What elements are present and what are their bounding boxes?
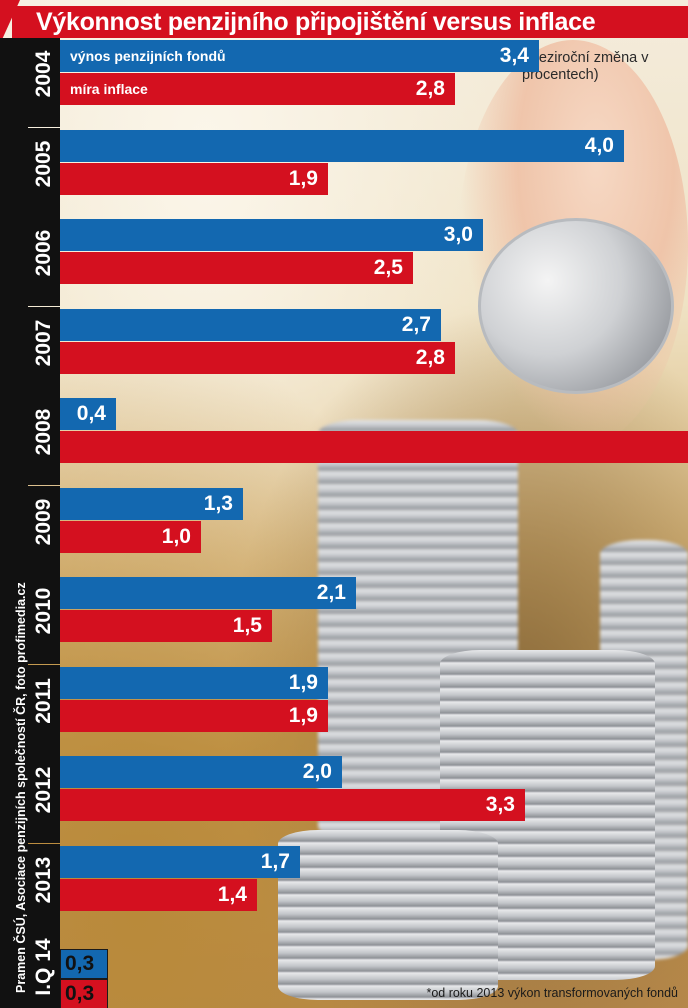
data-label: 3,4 bbox=[499, 44, 529, 67]
bar-fund-returns: 2,0 bbox=[60, 756, 342, 788]
bar-fund-returns: 2,7 bbox=[60, 308, 441, 341]
bar-fund-returns: 2,1 bbox=[60, 577, 356, 609]
year-label: 2007 bbox=[32, 319, 55, 366]
year-cell bbox=[28, 217, 60, 306]
bar-inflation: 3,3 bbox=[60, 789, 525, 821]
bar-inflation: 2,8 míra inflace bbox=[60, 73, 455, 105]
data-label: 0,3 bbox=[65, 952, 95, 975]
bar-fund-returns: 0,4 bbox=[60, 398, 116, 430]
year-label: 2011 bbox=[32, 677, 55, 724]
data-label: 1,9 bbox=[288, 670, 318, 694]
data-label: 1,5 bbox=[232, 614, 262, 637]
year-label: 2008 bbox=[32, 408, 55, 456]
data-label: 2,7 bbox=[401, 312, 431, 336]
bar-inflation: 1,9 bbox=[60, 699, 328, 732]
data-label: 0,4 bbox=[76, 402, 106, 425]
bar-fund-returns: 1,3 bbox=[60, 487, 243, 520]
year-label: 2009 bbox=[32, 498, 55, 545]
bar-fund-returns: 3,0 bbox=[60, 219, 483, 251]
data-label: 2,8 bbox=[415, 345, 445, 369]
year-cell bbox=[28, 933, 60, 1008]
year-cell bbox=[28, 127, 60, 217]
data-label: 1,3 bbox=[203, 491, 233, 515]
bar-inflation: 2,8 bbox=[60, 341, 455, 374]
data-label: 1,9 bbox=[288, 166, 318, 190]
year-cell bbox=[28, 396, 60, 485]
data-label: 2,1 bbox=[316, 581, 346, 604]
bar-inflation: 2,5 bbox=[60, 252, 413, 284]
year-cell bbox=[28, 843, 60, 933]
year-cell bbox=[28, 485, 60, 575]
bar-fund-returns: 1,9 bbox=[60, 666, 328, 699]
bar-inflation: 6,3 bbox=[60, 431, 688, 463]
data-label: 0,3 bbox=[65, 982, 95, 1005]
data-label: 1,0 bbox=[161, 524, 191, 548]
bar-fund-returns: 3,4 výnos penzijních fondů bbox=[60, 40, 539, 72]
bar-inflation: 1,0 bbox=[60, 520, 201, 553]
units-note: (meziroční změna v procentech) bbox=[522, 50, 649, 83]
legend-fund-returns: výnos penzijních fondů bbox=[70, 48, 226, 64]
year-cell bbox=[28, 306, 60, 396]
year-label: 2013 bbox=[32, 856, 55, 903]
source-strip bbox=[0, 38, 28, 1008]
coin-stack-bottom bbox=[278, 830, 498, 1000]
coin-in-fingers bbox=[478, 218, 674, 394]
legend-inflation: míra inflace bbox=[70, 81, 148, 97]
bar-inflation: 1,9 bbox=[60, 162, 328, 195]
data-label: 3,0 bbox=[443, 223, 473, 246]
bar-fund-returns: 1,7 bbox=[60, 845, 300, 878]
data-label: 1,4 bbox=[217, 882, 247, 906]
year-cell bbox=[28, 575, 60, 664]
data-label: 2,0 bbox=[302, 760, 332, 783]
bar-inflation: 0,3 bbox=[60, 979, 108, 1008]
year-label: 2012 bbox=[32, 766, 55, 814]
bar-fund-returns: 4,0 bbox=[60, 129, 624, 162]
bar-fund-returns: 0,3 bbox=[60, 949, 108, 979]
year-cell bbox=[28, 38, 60, 127]
year-label: I.Q 14 bbox=[32, 938, 55, 996]
bar-inflation: 1,5 bbox=[60, 610, 272, 642]
data-label: 1,9 bbox=[288, 703, 318, 727]
data-label: 3,3 bbox=[485, 793, 515, 816]
title-bar bbox=[12, 6, 688, 38]
chart-title: Výkonnost penzijního připojištění versus… bbox=[36, 8, 596, 36]
data-label: 2,8 bbox=[415, 77, 445, 100]
year-cell bbox=[28, 664, 60, 754]
data-label: 2,5 bbox=[373, 256, 403, 279]
year-label: 2004 bbox=[32, 50, 55, 98]
source-credit: Pramen ČSÚ, Asociace penzijních společno… bbox=[14, 582, 28, 993]
year-label: 2005 bbox=[32, 140, 55, 187]
year-label: 2010 bbox=[32, 587, 55, 635]
data-label: 4,0 bbox=[584, 133, 614, 157]
data-label: 1,7 bbox=[260, 849, 290, 873]
footnote: *od roku 2013 výkon transformovaných fon… bbox=[426, 986, 678, 1000]
year-label: 2006 bbox=[32, 229, 55, 277]
bar-inflation: 1,4 bbox=[60, 878, 257, 911]
year-cell bbox=[28, 754, 60, 843]
